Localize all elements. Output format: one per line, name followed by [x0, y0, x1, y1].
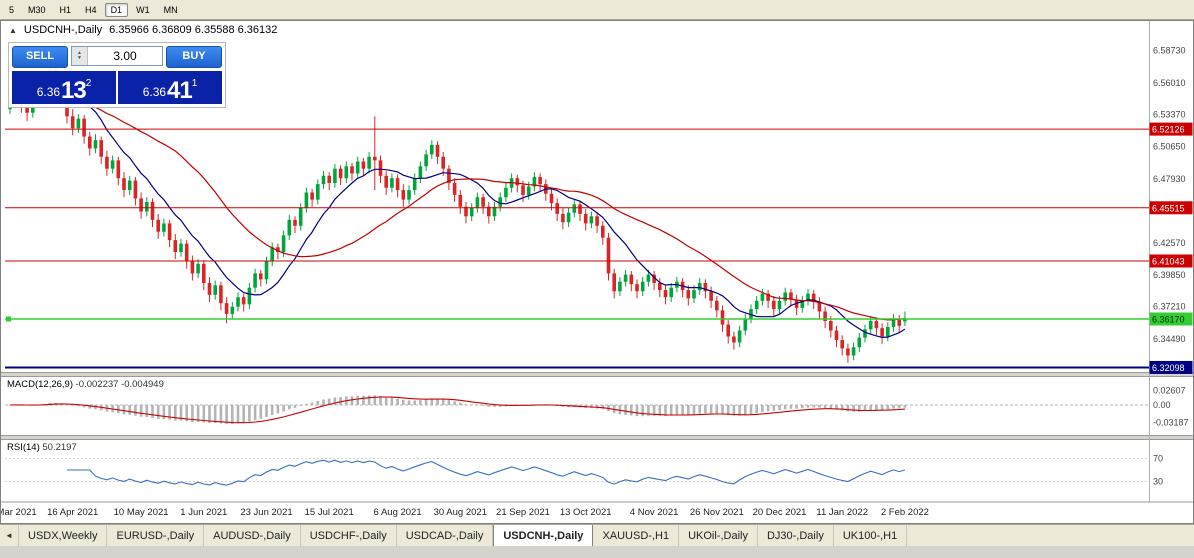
- chart-tab-ukoil-daily[interactable]: UKOil-,Daily: [679, 525, 758, 546]
- svg-text:6.37210: 6.37210: [1153, 302, 1186, 312]
- macd-label: MACD(12,26,9) -0.002237 -0.004949: [7, 379, 164, 390]
- chart-tab-audusd-daily[interactable]: AUDUSD-,Daily: [204, 525, 301, 546]
- volume-input[interactable]: ▲ ▼ 3.00: [71, 46, 163, 66]
- svg-text:4 Nov 2021: 4 Nov 2021: [630, 507, 679, 518]
- svg-text:26 Nov 2021: 26 Nov 2021: [690, 507, 744, 518]
- ask-prefix: 6.36: [142, 85, 167, 99]
- chart-tab-uk100-h1[interactable]: UK100-,H1: [834, 525, 908, 546]
- svg-text:6.52126: 6.52126: [1152, 125, 1185, 135]
- timeframe-button-h4[interactable]: H4: [85, 4, 97, 15]
- svg-text:6.50650: 6.50650: [1153, 142, 1186, 152]
- svg-text:30: 30: [1153, 477, 1163, 487]
- candles-layer: [8, 63, 907, 363]
- chart-tab-usdchf-daily[interactable]: USDCHF-,Daily: [301, 525, 397, 546]
- chart-tab-eurusd-daily[interactable]: EURUSD-,Daily: [107, 525, 205, 546]
- svg-text:11 Jan 2022: 11 Jan 2022: [816, 507, 868, 518]
- chart-symbol-label: USDCNH-,Daily: [23, 24, 103, 36]
- spinner-down-icon[interactable]: ▼: [77, 55, 82, 61]
- bid-prefix: 6.36: [36, 85, 61, 99]
- tab-scroll-left-button[interactable]: ◄: [0, 525, 19, 546]
- timeframe-button-d1[interactable]: D1: [104, 2, 129, 17]
- rsi-label: RSI(14) 50.2197: [7, 442, 77, 453]
- timeframe-button-mn[interactable]: MN: [163, 4, 178, 15]
- support-resistance-lines[interactable]: [5, 128, 1149, 369]
- svg-text:6.53370: 6.53370: [1153, 109, 1186, 119]
- svg-text:6.58730: 6.58730: [1153, 45, 1186, 55]
- chart-window: 6.58730 6.56010 6.53370 6.50650 6.47930 6.425…: [0, 20, 1194, 524]
- chart-title: ▲ USDCNH-,Daily 6.35966 6.36809 6.35588 …: [9, 24, 277, 36]
- chart-tab-usdx-weekly[interactable]: USDX,Weekly: [19, 525, 108, 546]
- timeframe-button-h1[interactable]: H1: [59, 4, 72, 15]
- price-chart[interactable]: 6.58730 6.56010 6.53370 6.50650 6.47930 6.425…: [1, 21, 1193, 523]
- svg-text:6.56010: 6.56010: [1153, 78, 1186, 88]
- price-axis: 6.58730 6.56010 6.53370 6.50650 6.47930 6.425…: [1153, 45, 1189, 486]
- bid-pip-digit: 2: [85, 78, 92, 89]
- timeframe-toolbar: 5 M30 H1 H4 D1 W1 MN: [0, 0, 1194, 20]
- chart-tab-xauusd-h1[interactable]: XAUUSD-,H1: [593, 525, 680, 546]
- sell-button[interactable]: SELL: [12, 46, 68, 68]
- chart-tab-bar: ◄ USDX,Weekly EURUSD-,Daily AUDUSD-,Daily U…: [0, 524, 1194, 546]
- svg-text:-0.03187: -0.03187: [1153, 418, 1189, 428]
- chart-tab-usdcnh-daily[interactable]: USDCNH-,Daily: [493, 525, 594, 546]
- chart-ohlc-values: 6.35966 6.36809 6.35588 6.36132: [109, 24, 278, 36]
- svg-text:70: 70: [1153, 453, 1163, 463]
- svg-text:6 Aug 2021: 6 Aug 2021: [374, 507, 422, 518]
- svg-text:15 Jul 2021: 15 Jul 2021: [305, 507, 354, 518]
- date-axis: 24 Mar 2021 16 Apr 2021 10 May 2021 1 Jun 2…: [1, 507, 929, 518]
- svg-text:6.32098: 6.32098: [1152, 363, 1185, 373]
- svg-text:16 Apr 2021: 16 Apr 2021: [47, 507, 98, 518]
- bid-price[interactable]: 6.36 13 2: [12, 71, 116, 104]
- svg-text:6.34490: 6.34490: [1153, 334, 1186, 344]
- timeframe-button-w1[interactable]: W1: [136, 4, 150, 15]
- buy-button[interactable]: BUY: [166, 46, 222, 68]
- price-tags: 6.52126 6.45515 6.41043 6.36170 6.32098: [1149, 122, 1193, 374]
- volume-value: 3.00: [113, 49, 137, 63]
- one-click-trading-panel: SELL ▲ ▼ 3.00 BUY 6.36 13 2 6.36 41 1: [8, 42, 226, 108]
- svg-text:30 Aug 2021: 30 Aug 2021: [434, 507, 487, 518]
- volume-spinner[interactable]: ▲ ▼: [72, 47, 88, 65]
- macd-panel: [5, 395, 1149, 424]
- svg-text:10 May 2021: 10 May 2021: [114, 507, 169, 518]
- chart-tab-list: USDX,Weekly EURUSD-,Daily AUDUSD-,Daily USD…: [19, 525, 908, 546]
- line-handle[interactable]: [6, 316, 11, 322]
- svg-text:20 Dec 2021: 20 Dec 2021: [753, 507, 807, 518]
- spinner-up-icon[interactable]: ▲: [77, 50, 82, 56]
- svg-text:6.39850: 6.39850: [1153, 270, 1186, 280]
- bid-big-digits: 13: [61, 77, 87, 104]
- ask-pip-digit: 1: [191, 78, 198, 89]
- moving-averages: [9, 91, 906, 339]
- chart-tab-usdcad-daily[interactable]: USDCAD-,Daily: [397, 525, 494, 546]
- rsi-panel: [5, 457, 1149, 486]
- svg-text:0.00: 0.00: [1153, 400, 1171, 410]
- svg-text:21 Sep 2021: 21 Sep 2021: [496, 507, 550, 518]
- svg-text:23 Jun 2021: 23 Jun 2021: [240, 507, 292, 518]
- svg-text:24 Mar 2021: 24 Mar 2021: [1, 507, 37, 518]
- svg-text:6.42570: 6.42570: [1153, 238, 1186, 248]
- ask-big-digits: 41: [167, 77, 193, 104]
- svg-text:6.47930: 6.47930: [1153, 174, 1186, 184]
- svg-text:0.02607: 0.02607: [1153, 386, 1186, 396]
- timeframe-button-5[interactable]: 5: [9, 4, 15, 15]
- svg-text:6.41043: 6.41043: [1152, 256, 1185, 266]
- collapse-arrow-icon[interactable]: ▲: [9, 25, 17, 35]
- svg-text:13 Oct 2021: 13 Oct 2021: [560, 507, 612, 518]
- svg-text:1 Jun 2021: 1 Jun 2021: [180, 507, 227, 518]
- ask-price[interactable]: 6.36 41 1: [118, 71, 222, 104]
- svg-text:6.36170: 6.36170: [1152, 314, 1185, 324]
- chart-tab-dj30-daily[interactable]: DJ30-,Daily: [758, 525, 834, 546]
- svg-text:6.45515: 6.45515: [1152, 203, 1185, 213]
- timeframe-button-m30[interactable]: M30: [28, 4, 46, 15]
- svg-text:2 Feb 2022: 2 Feb 2022: [881, 507, 929, 518]
